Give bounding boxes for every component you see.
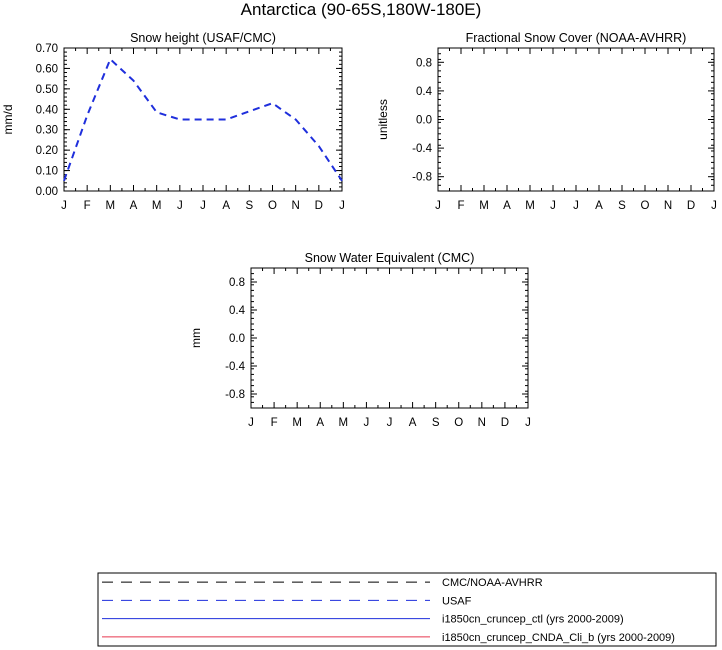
x-tick-label: F (457, 200, 464, 212)
x-tick-label: M (292, 417, 302, 429)
chart-panel-3: Snow Water Equivalent (CMC) mm J F M A M J J A S O N… (189, 251, 531, 429)
y-tick-label: 0.10 (36, 166, 58, 178)
figure-title: Antarctica (90-65S,180W-180E) (241, 0, 482, 19)
y-tick-label: 0.70 (36, 43, 58, 55)
data-point (86, 114, 88, 116)
x-tick-label: A (595, 200, 603, 212)
y-tick-label: 0.20 (36, 145, 58, 157)
x-tick-label: N (664, 200, 672, 212)
panel-title: Snow Water Equivalent (CMC) (305, 251, 475, 265)
x-tick-label: J (525, 417, 531, 429)
x-tick-label: J (711, 200, 717, 212)
y-tick-label: 0.00 (36, 186, 58, 198)
legend-label: i1850cn_cruncep_ctl (yrs 2000-2009) (442, 614, 624, 626)
series-line-usaf (63, 57, 343, 182)
chart-panel-1: Snow height (USAF/CMC)mm/dJ F M A M J J A S O N D J0… (1, 31, 345, 212)
data-point (109, 58, 111, 60)
chart-panel-2: Fractional Snow Cover (NOAA-AVHRR) unitle… (376, 31, 717, 212)
legend-label: CMC/NOAA-AVHRR (442, 577, 543, 589)
y-tick-label: 0.0 (416, 115, 432, 127)
x-tick-label: J (339, 200, 345, 212)
x-tick-label: A (316, 417, 324, 429)
data-point (271, 102, 273, 104)
legend-box (97, 572, 717, 647)
y-tick-label: 0.0 (229, 333, 245, 345)
x-tick-label: D (315, 200, 323, 212)
plot-frame (63, 47, 343, 192)
y-tick-label: 0.4 (229, 305, 246, 317)
x-tick-label: F (84, 200, 91, 212)
y-tick-label: 0.4 (416, 86, 433, 98)
x-tick-label: M (106, 200, 116, 212)
x-tick-label: S (245, 200, 253, 212)
data-point (155, 111, 157, 113)
y-tick-label: -0.8 (412, 172, 432, 184)
x-tick-label: A (409, 417, 417, 429)
legend-label: i1850cn_cruncep_CNDA_Cli_b (yrs 2000-200… (442, 632, 675, 644)
x-tick-label: S (618, 200, 626, 212)
x-tick-label: O (268, 200, 277, 212)
y-axis-label: mm/d (1, 105, 15, 135)
x-tick-label: F (271, 417, 278, 429)
y-tick-label: 0.8 (229, 277, 245, 289)
data-point (179, 118, 181, 120)
x-tick-label: D (687, 200, 695, 212)
x-tick-label: O (641, 200, 650, 212)
x-tick-label: S (432, 417, 440, 429)
data-point (202, 118, 204, 120)
plot-frame (437, 47, 715, 192)
y-axis-label: unitless (376, 99, 390, 140)
y-axis-label: mm (189, 328, 203, 348)
y-tick-label: -0.4 (225, 361, 245, 373)
legend: CMC/NOAA-AVHRR USAF i1850cn_cruncep_ctl (y… (97, 572, 717, 647)
x-tick-label: O (454, 417, 463, 429)
x-tick-label: J (248, 417, 254, 429)
chart-panels: Snow height (USAF/CMC)mm/dJ F M A M J J A S O N D J0… (1, 31, 717, 429)
x-tick-label: J (550, 200, 556, 212)
y-tick-label: 0.60 (36, 63, 58, 75)
panel-title: Fractional Snow Cover (NOAA-AVHRR) (466, 31, 687, 45)
x-tick-label: N (478, 417, 486, 429)
x-tick-label: D (501, 417, 509, 429)
legend-label: USAF (442, 595, 472, 607)
y-tick-label: -0.4 (412, 143, 432, 155)
x-tick-label: M (152, 200, 162, 212)
x-tick-label: J (387, 417, 393, 429)
x-tick-label: J (364, 417, 370, 429)
x-tick-label: J (177, 200, 183, 212)
y-tick-label: 0.30 (36, 125, 58, 137)
plot-frame (250, 267, 529, 409)
x-tick-label: A (222, 200, 230, 212)
x-tick-label: M (339, 417, 349, 429)
x-tick-label: J (61, 200, 67, 212)
x-tick-label: M (479, 200, 489, 212)
x-tick-label: A (503, 200, 511, 212)
x-tick-label: M (525, 200, 535, 212)
y-tick-label: 0.40 (36, 104, 58, 116)
y-tick-label: -0.8 (225, 389, 245, 401)
x-tick-label: N (292, 200, 300, 212)
x-tick-label: J (200, 200, 206, 212)
y-tick-label: 0.8 (416, 57, 432, 69)
data-point (248, 110, 250, 112)
x-tick-label: J (573, 200, 579, 212)
x-tick-label: J (435, 200, 441, 212)
y-tick-label: 0.50 (36, 84, 58, 96)
panel-title: Snow height (USAF/CMC) (130, 31, 276, 45)
x-tick-label: A (130, 200, 138, 212)
